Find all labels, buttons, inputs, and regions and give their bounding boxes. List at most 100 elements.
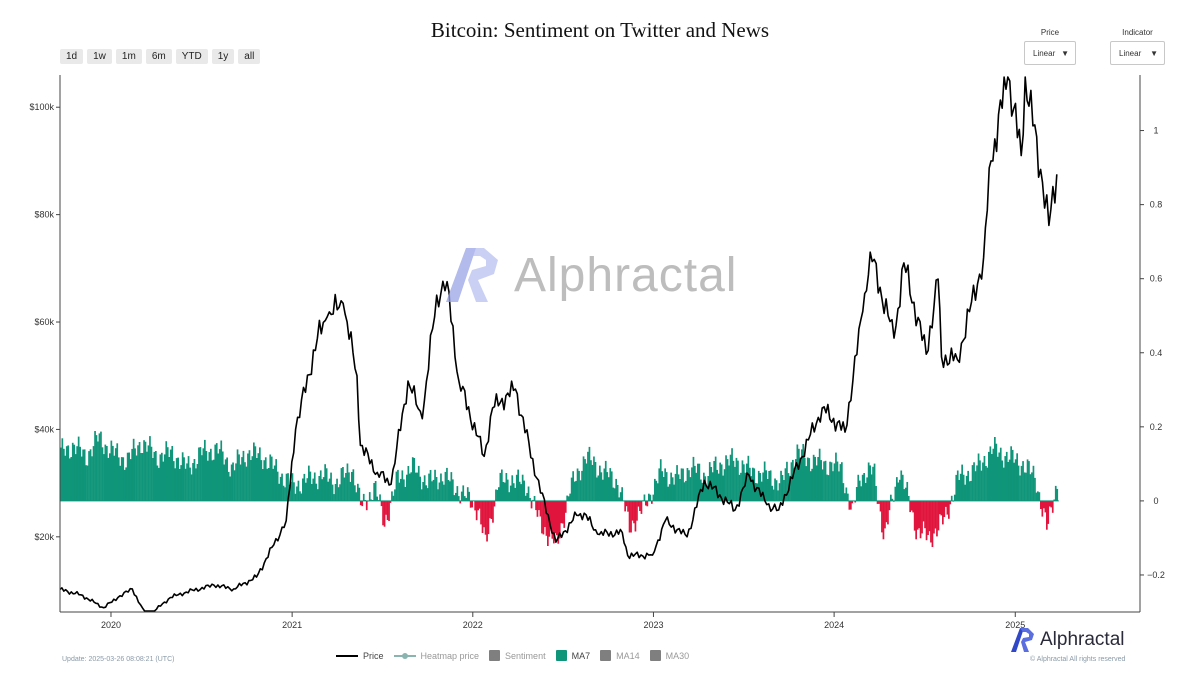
sentiment-bar <box>924 500 926 529</box>
sentiment-bar <box>101 447 104 501</box>
range-button-1d[interactable]: 1d <box>60 49 84 64</box>
sentiment-bar <box>768 471 770 501</box>
sentiment-bar <box>664 468 666 501</box>
sentiment-bar <box>919 500 922 539</box>
sentiment-bar <box>303 473 306 501</box>
sentiment-bar <box>459 500 462 504</box>
sentiment-bar <box>744 472 747 501</box>
sentiment-bar <box>756 483 759 501</box>
sentiment-bar <box>593 456 595 501</box>
sentiment-bar <box>1048 500 1051 507</box>
sentiment-bar <box>471 500 473 508</box>
sentiment-bar <box>774 478 776 501</box>
sentiment-bar <box>1016 453 1018 501</box>
sentiment-bar <box>392 495 395 501</box>
legend-item-price[interactable]: Price <box>336 651 384 661</box>
legend-item-ma14[interactable]: MA14 <box>600 650 640 661</box>
sentiment-bar <box>561 500 564 524</box>
price-scale-label: Price <box>1040 28 1060 37</box>
sentiment-bar <box>1034 477 1036 501</box>
sentiment-bar <box>163 454 166 501</box>
sentiment-bar <box>801 449 803 501</box>
sentiment-bar <box>573 481 576 501</box>
legend-item-ma7[interactable]: MA7 <box>555 650 590 661</box>
sentiment-bar <box>808 458 811 501</box>
sentiment-bar <box>890 494 892 501</box>
sentiment-bar <box>374 481 377 501</box>
sentiment-bar <box>1050 500 1053 508</box>
sentiment-bar <box>671 477 674 501</box>
sentiment-bar <box>437 489 439 501</box>
sentiment-bar <box>717 473 720 501</box>
sentiment-bar <box>803 457 806 501</box>
legend-item-ma30[interactable]: MA30 <box>649 650 689 661</box>
sentiment-bar <box>875 486 877 501</box>
sentiment-bar <box>159 454 162 501</box>
sentiment-bar <box>85 465 87 501</box>
sentiment-bar <box>339 484 341 501</box>
sentiment-bar <box>956 470 959 501</box>
sentiment-bar <box>259 447 261 501</box>
sentiment-bar <box>321 479 323 501</box>
sentiment-bar <box>688 470 690 501</box>
range-button-all[interactable]: all <box>238 49 261 64</box>
sentiment-bar <box>453 495 456 501</box>
sentiment-bar <box>174 468 176 501</box>
sentiment-bar <box>927 500 929 535</box>
sentiment-bar <box>398 482 401 501</box>
sentiment-bar <box>184 468 187 501</box>
sentiment-bar <box>881 500 883 533</box>
range-button-1y[interactable]: 1y <box>211 49 235 64</box>
sentiment-bar <box>352 469 355 501</box>
sentiment-bar <box>218 449 221 501</box>
sentiment-bar <box>618 497 620 501</box>
sentiment-bar <box>306 478 309 501</box>
sentiment-bar <box>567 496 570 501</box>
sentiment-bar <box>980 470 983 501</box>
sentiment-bar <box>683 482 686 501</box>
indicator-scale-select[interactable]: Linear ▼ <box>1110 41 1165 65</box>
sentiment-bar <box>432 479 435 501</box>
sentiment-bar <box>480 500 482 525</box>
sentiment-bar <box>901 474 904 501</box>
range-button-1w[interactable]: 1w <box>87 49 112 64</box>
sentiment-bar <box>362 493 365 501</box>
sentiment-bar <box>628 500 631 533</box>
sentiment-bar <box>348 472 350 501</box>
price-scale-select[interactable]: Linear ▼ <box>1024 41 1076 65</box>
sentiment-bar <box>896 477 898 501</box>
range-button-1m[interactable]: 1m <box>115 49 142 64</box>
range-button-6m[interactable]: 6m <box>145 49 172 64</box>
sentiment-bar <box>615 478 617 501</box>
sentiment-bar <box>530 500 533 509</box>
sentiment-bar <box>175 458 178 501</box>
sentiment-bar <box>1023 472 1026 501</box>
sentiment-bar <box>1054 485 1057 501</box>
y-left-tick-label: $40k <box>34 424 54 434</box>
sentiment-bar <box>685 480 687 501</box>
sentiment-bar <box>452 479 454 501</box>
sentiment-bar <box>637 500 640 507</box>
legend-item-heatmap-price[interactable]: Heatmap price <box>393 651 479 661</box>
sentiment-bar <box>483 500 485 528</box>
y-left-tick-label: $20k <box>34 532 54 542</box>
sentiment-bar <box>591 464 594 501</box>
sentiment-bar <box>1041 500 1044 517</box>
sentiment-bar <box>858 480 861 501</box>
sentiment-bar <box>582 456 585 501</box>
sentiment-bar <box>1043 500 1045 509</box>
sentiment-bar <box>492 500 494 523</box>
sentiment-bar <box>695 472 698 501</box>
range-button-ytd[interactable]: YTD <box>175 49 208 64</box>
sentiment-bar <box>857 474 860 501</box>
sentiment-bar <box>691 467 693 501</box>
sentiment-bar <box>481 500 484 533</box>
sentiment-bar <box>389 500 392 503</box>
legend-item-sentiment[interactable]: Sentiment <box>489 650 546 661</box>
sentiment-bar <box>818 448 821 501</box>
sentiment-bar <box>998 452 1001 501</box>
sentiment-bar <box>512 483 515 501</box>
sentiment-bar <box>619 492 622 501</box>
sentiment-bar <box>529 498 531 501</box>
sentiment-bar <box>667 486 669 501</box>
